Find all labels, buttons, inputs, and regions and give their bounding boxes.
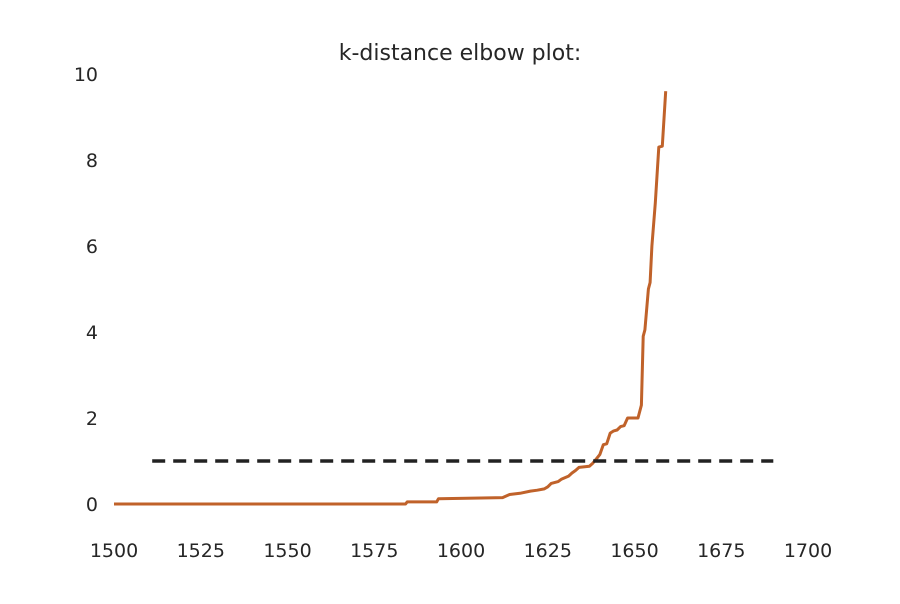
x-tick-label: 1675 xyxy=(697,540,745,562)
series-layer xyxy=(114,91,774,506)
x-tick-label: 1650 xyxy=(610,540,658,562)
x-tick-label: 1525 xyxy=(177,540,225,562)
x-tick-label: 1600 xyxy=(437,540,485,562)
y-tick-label: 6 xyxy=(86,236,98,258)
x-tick-label: 1575 xyxy=(350,540,398,562)
x-tick-label: 1700 xyxy=(784,540,832,562)
x-tick-label: 1625 xyxy=(524,540,572,562)
chart-title: k-distance elbow plot: xyxy=(339,41,582,66)
y-tick-label: 0 xyxy=(86,494,98,516)
x-tick-label: 1550 xyxy=(263,540,311,562)
y-tick-label: 10 xyxy=(74,64,98,86)
series-line xyxy=(114,91,668,506)
y-tick-label: 4 xyxy=(86,322,98,344)
x-tick-label: 1500 xyxy=(90,540,138,562)
y-axis-ticks: 0 2 4 6 8 10 xyxy=(74,64,98,516)
x-axis-ticks: 1500 1525 1550 1575 1600 1625 1650 1675 1700 xyxy=(90,540,832,562)
y-tick-label: 2 xyxy=(86,408,98,430)
y-tick-label: 8 xyxy=(86,150,98,172)
